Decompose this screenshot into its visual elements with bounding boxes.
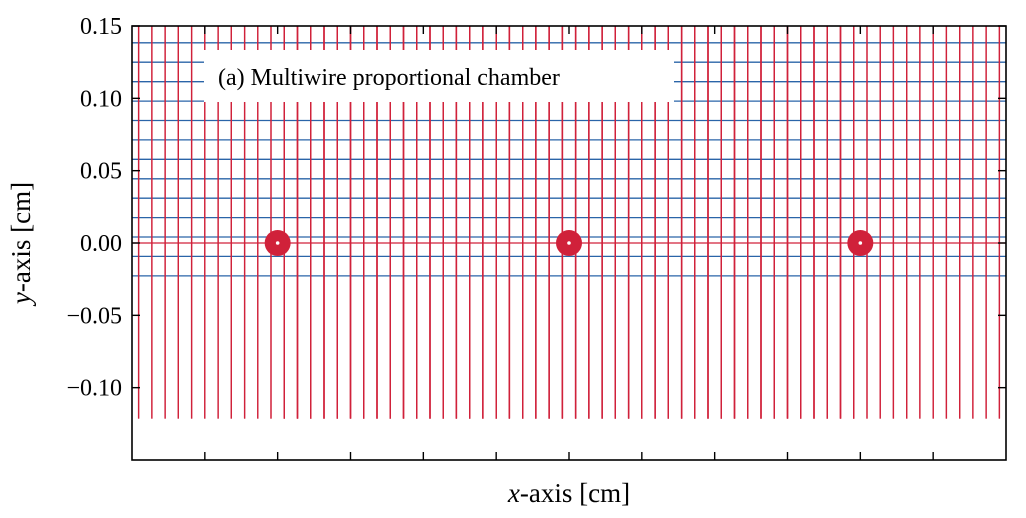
wire-center: [858, 241, 863, 245]
y-tick-labels: 0.15 0.10 0.05 0.00 −0.05 −0.10: [66, 14, 122, 402]
wire-center: [275, 241, 280, 245]
x-axis-var: x: [507, 478, 520, 508]
y-tick-label: 0.15: [80, 14, 122, 40]
annotation-text: (a) Multiwire proportional chamber: [218, 65, 560, 91]
x-axis-label: -axis [cm]: [520, 478, 630, 508]
y-axis-var: y: [6, 292, 36, 307]
wire-markers: [264, 230, 874, 256]
y-tick-label: 0.05: [80, 159, 122, 185]
y-axis-title: y-axis [cm]: [6, 182, 36, 307]
x-axis-title: x-axis [cm]: [507, 478, 630, 508]
y-axis-label: -axis [cm]: [6, 182, 36, 292]
annotation-box: (a) Multiwire proportional chamber: [204, 50, 674, 102]
plot-frame: [131, 25, 1007, 461]
y-tick-label: 0.00: [80, 231, 122, 257]
annotation-background: [204, 50, 674, 102]
y-tick-label: 0.10: [80, 86, 122, 112]
wire-center: [567, 241, 571, 245]
y-tick-label: −0.05: [66, 303, 122, 329]
y-tick-label: −0.10: [66, 376, 122, 402]
